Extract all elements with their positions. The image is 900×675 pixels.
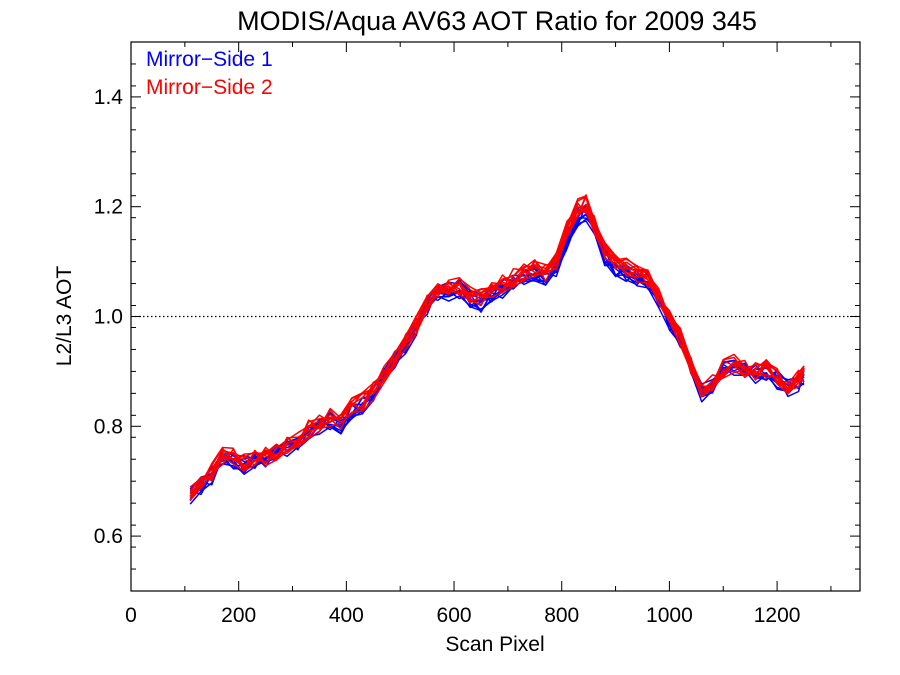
x-tick-label: 200 — [221, 604, 256, 627]
series-1-line-2 — [189, 217, 805, 505]
y-tick-label: 0.8 — [94, 415, 123, 438]
x-tick-label: 400 — [329, 604, 364, 627]
x-axis-label: Scan Pixel — [445, 633, 544, 656]
y-axis-label: L2/L3 AOT — [53, 266, 76, 367]
chart-title: MODIS/Aqua AV63 AOT Ratio for 2009 345 — [237, 6, 757, 36]
x-tick-label: 1200 — [754, 604, 801, 627]
y-tick-label: 1.2 — [94, 196, 123, 219]
series-2-line-6 — [189, 203, 805, 501]
y-tick-label: 0.6 — [94, 525, 123, 548]
x-tick-label: 800 — [544, 604, 579, 627]
x-tick-label: 1000 — [646, 604, 693, 627]
legend-entry-1: Mirror−Side 1 — [146, 48, 273, 71]
legend-entry-2: Mirror−Side 2 — [146, 76, 273, 99]
x-tick-label: 600 — [437, 604, 472, 627]
series-layer — [189, 194, 805, 505]
series-2-line-9 — [189, 196, 805, 492]
series-1-line-7 — [189, 213, 805, 498]
series-1-line-4 — [189, 213, 805, 501]
axes: 0 200 400 600 800 1000 1200 0.6 0.8 1.0 1.2 1.4 — [94, 42, 860, 627]
y-tick-label: 1.4 — [94, 86, 124, 109]
x-tick-label: 0 — [125, 604, 137, 627]
y-tick-label: 1.0 — [94, 306, 123, 329]
series-2-line-10 — [189, 202, 805, 501]
series-2-line-3 — [189, 195, 805, 497]
series-1-line-6 — [189, 203, 805, 502]
